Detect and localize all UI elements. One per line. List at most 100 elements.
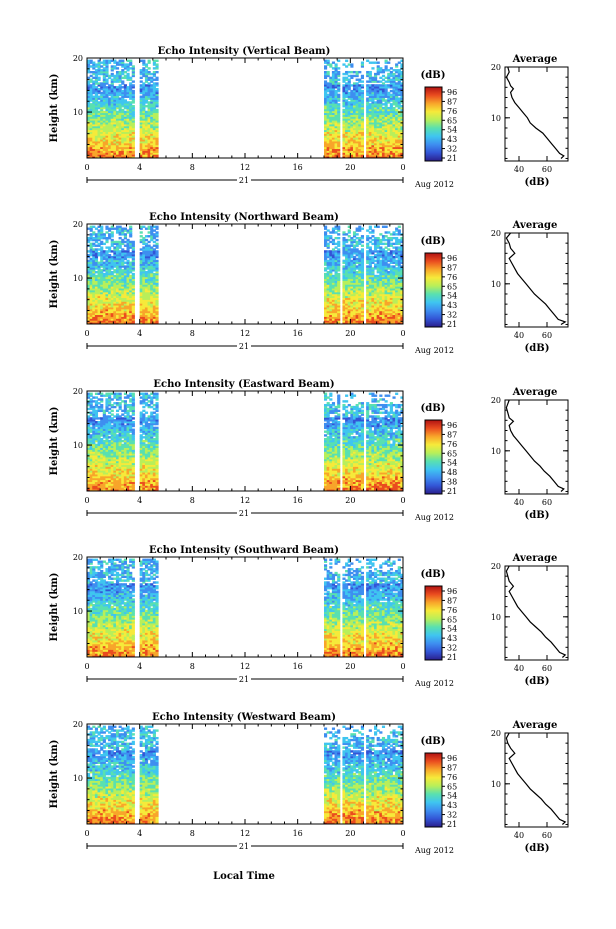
heatmap-cell bbox=[142, 69, 146, 72]
heatmap-cell bbox=[115, 261, 120, 264]
heatmap-cell bbox=[108, 271, 112, 274]
heatmap-cell bbox=[147, 282, 151, 285]
heatmap-cell bbox=[131, 144, 135, 148]
heatmap-cell bbox=[376, 150, 380, 153]
heatmap-cell bbox=[392, 78, 396, 81]
heatmap-cell bbox=[105, 227, 109, 230]
heatmap-cell bbox=[384, 301, 388, 304]
heatmap-cell bbox=[374, 97, 378, 100]
heatmap-cell bbox=[113, 65, 117, 68]
heatmap-cell bbox=[92, 110, 96, 114]
heatmap-cell bbox=[155, 135, 159, 138]
heatmap-cell bbox=[366, 229, 370, 232]
heatmap-cell bbox=[400, 282, 404, 285]
heatmap-cell bbox=[123, 123, 127, 127]
heatmap-cell bbox=[366, 318, 370, 321]
heatmap-cell bbox=[381, 140, 386, 144]
heatmap-cell bbox=[358, 103, 362, 106]
heatmap-cell bbox=[371, 269, 375, 272]
heatmap-cell bbox=[397, 274, 401, 278]
heatmap-cell bbox=[345, 150, 349, 153]
heatmap-cell bbox=[105, 63, 109, 66]
heatmap-cell bbox=[358, 80, 362, 83]
heatmap-cell bbox=[389, 103, 393, 106]
heatmap-cell bbox=[389, 267, 393, 270]
heatmap-cell bbox=[329, 240, 333, 244]
heatmap-cell bbox=[147, 240, 151, 244]
heatmap-cell bbox=[89, 146, 93, 150]
heatmap-cell bbox=[92, 310, 96, 314]
heatmap-cell bbox=[123, 293, 127, 297]
heatmap-cell bbox=[131, 286, 135, 289]
heatmap-cell bbox=[326, 306, 330, 310]
heatmap-cell bbox=[381, 318, 386, 321]
heatmap-cell bbox=[395, 127, 399, 131]
heatmap-cell bbox=[144, 140, 149, 144]
heatmap-cell bbox=[89, 152, 93, 155]
heatmap-cell bbox=[144, 289, 149, 293]
heatmap-cell bbox=[87, 137, 91, 140]
heatmap-cell bbox=[392, 299, 396, 302]
heatmap-cell bbox=[329, 322, 333, 325]
heatmap-cell bbox=[342, 135, 346, 138]
heatmap-cell bbox=[395, 272, 399, 276]
heatmap-cell bbox=[329, 306, 333, 310]
heatmap-cell bbox=[368, 95, 372, 98]
heatmap-cell bbox=[368, 150, 372, 153]
heatmap-cell bbox=[110, 261, 114, 264]
heatmap-cell bbox=[387, 140, 391, 144]
heatmap-cell bbox=[142, 236, 146, 240]
heatmap-cell bbox=[352, 91, 357, 95]
heatmap-cell bbox=[397, 148, 401, 151]
heatmap-cell bbox=[108, 125, 112, 129]
heatmap-cell bbox=[108, 88, 112, 91]
heatmap-cell bbox=[397, 248, 401, 251]
heatmap-cell bbox=[392, 116, 396, 119]
heatmap-cell bbox=[395, 314, 399, 317]
heatmap-cell bbox=[347, 131, 351, 134]
heatmap-cell bbox=[152, 297, 156, 300]
heatmap-cell bbox=[147, 59, 151, 63]
heatmap-cell bbox=[347, 125, 351, 129]
heatmap-cell bbox=[108, 76, 112, 80]
heatmap-cell bbox=[139, 289, 143, 293]
heatmap-cell bbox=[139, 70, 143, 74]
heatmap-cell bbox=[87, 103, 91, 106]
heatmap-cell bbox=[142, 282, 146, 285]
heatmap-cell bbox=[105, 265, 109, 268]
heatmap-cell bbox=[331, 301, 336, 304]
heatmap-cell bbox=[142, 110, 146, 114]
heatmap-cell bbox=[108, 89, 112, 93]
heatmap-cell bbox=[374, 225, 378, 229]
heatmap-cell bbox=[147, 131, 151, 134]
heatmap-cell bbox=[147, 148, 151, 151]
heatmap-cell bbox=[115, 110, 120, 114]
heatmap-cell bbox=[121, 59, 125, 63]
heatmap-cell bbox=[113, 116, 117, 119]
heatmap-cell bbox=[326, 152, 330, 155]
heatmap-cell bbox=[97, 310, 101, 314]
heatmap-cell bbox=[97, 78, 101, 81]
heatmap-cell bbox=[155, 284, 159, 287]
heatmap-cell bbox=[368, 91, 372, 95]
heatmap-cell bbox=[139, 306, 143, 310]
heatmap-cell bbox=[94, 123, 99, 127]
heatmap-cell bbox=[108, 229, 112, 232]
heatmap-cell bbox=[381, 238, 386, 242]
heatmap-cell bbox=[379, 139, 383, 142]
heatmap-cell bbox=[329, 235, 333, 238]
heatmap-cell bbox=[155, 70, 159, 74]
heatmap-cell bbox=[118, 116, 122, 119]
heatmap-cell bbox=[108, 110, 112, 114]
heatmap-cell bbox=[147, 156, 151, 159]
heatmap-cell bbox=[131, 99, 135, 102]
heatmap-cell bbox=[129, 122, 133, 125]
heatmap-cell bbox=[142, 308, 146, 312]
heatmap-cell bbox=[100, 122, 104, 125]
heatmap-cell bbox=[147, 306, 151, 310]
heatmap-cell bbox=[102, 91, 106, 95]
heatmap-cell bbox=[324, 131, 328, 134]
heatmap-cell bbox=[87, 314, 91, 317]
heatmap-cell bbox=[105, 120, 109, 123]
heatmap-cell bbox=[100, 125, 104, 129]
